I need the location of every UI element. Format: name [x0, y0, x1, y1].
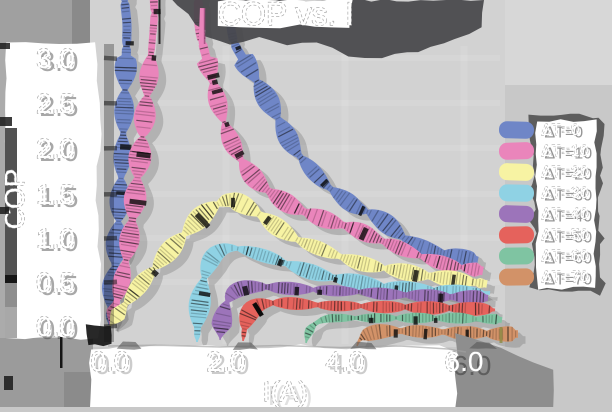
- svg-text:ΔT=40: ΔT=40: [545, 209, 593, 226]
- svg-text:COP: COP: [0, 169, 30, 230]
- svg-text:1.0: 1.0: [40, 226, 79, 257]
- svg-text:2.0: 2.0: [211, 349, 250, 380]
- svg-text:ΔT=10: ΔT=10: [541, 143, 589, 160]
- svg-text:0.0: 0.0: [40, 314, 79, 345]
- svg-text:ΔT=60: ΔT=60: [545, 251, 593, 268]
- svg-text:ΔT=0: ΔT=0: [545, 125, 584, 142]
- svg-text:COP vs. I: COP vs. I: [218, 0, 354, 32]
- svg-text:ΔT=70: ΔT=70: [541, 269, 589, 286]
- svg-text:1.5: 1.5: [40, 182, 79, 213]
- svg-text:ΔT=30: ΔT=30: [545, 188, 593, 205]
- svg-text:2.0: 2.0: [207, 346, 246, 377]
- svg-text:ΔT=0: ΔT=0: [541, 122, 580, 139]
- svg-text:ΔT=40: ΔT=40: [541, 206, 589, 223]
- svg-text:0.0: 0.0: [36, 311, 75, 342]
- svg-text:0.5: 0.5: [40, 270, 79, 301]
- svg-text:0.5: 0.5: [36, 267, 75, 298]
- svg-text:2.0: 2.0: [36, 133, 75, 164]
- svg-text:6.0: 6.0: [445, 346, 484, 377]
- svg-text:ΔT=50: ΔT=50: [545, 230, 593, 247]
- svg-text:4.0: 4.0: [326, 346, 365, 377]
- svg-text:3.0: 3.0: [40, 46, 79, 77]
- svg-text:ΔT=20: ΔT=20: [545, 167, 593, 184]
- svg-text:6.0: 6.0: [453, 350, 492, 381]
- svg-text:2.5: 2.5: [36, 88, 75, 119]
- svg-text:4.0: 4.0: [330, 349, 369, 380]
- svg-text:I(A): I(A): [262, 376, 307, 407]
- svg-text:I(A): I(A): [267, 380, 312, 407]
- svg-text:ΔT=60: ΔT=60: [541, 248, 589, 265]
- svg-text:ΔT=10: ΔT=10: [545, 146, 593, 163]
- svg-text:2.5: 2.5: [40, 91, 79, 122]
- svg-text:0.0: 0.0: [91, 346, 130, 377]
- svg-text:2.0: 2.0: [40, 136, 79, 167]
- svg-text:ΔT=30: ΔT=30: [541, 185, 589, 202]
- svg-text:ΔT=50: ΔT=50: [541, 227, 589, 244]
- svg-text:1.0: 1.0: [36, 223, 75, 254]
- svg-text:ΔT=70: ΔT=70: [545, 272, 593, 289]
- svg-text:ΔT=20: ΔT=20: [541, 164, 589, 181]
- svg-text:0.0: 0.0: [95, 349, 134, 380]
- svg-text:3.0: 3.0: [36, 43, 75, 74]
- svg-text:1.5: 1.5: [36, 179, 75, 210]
